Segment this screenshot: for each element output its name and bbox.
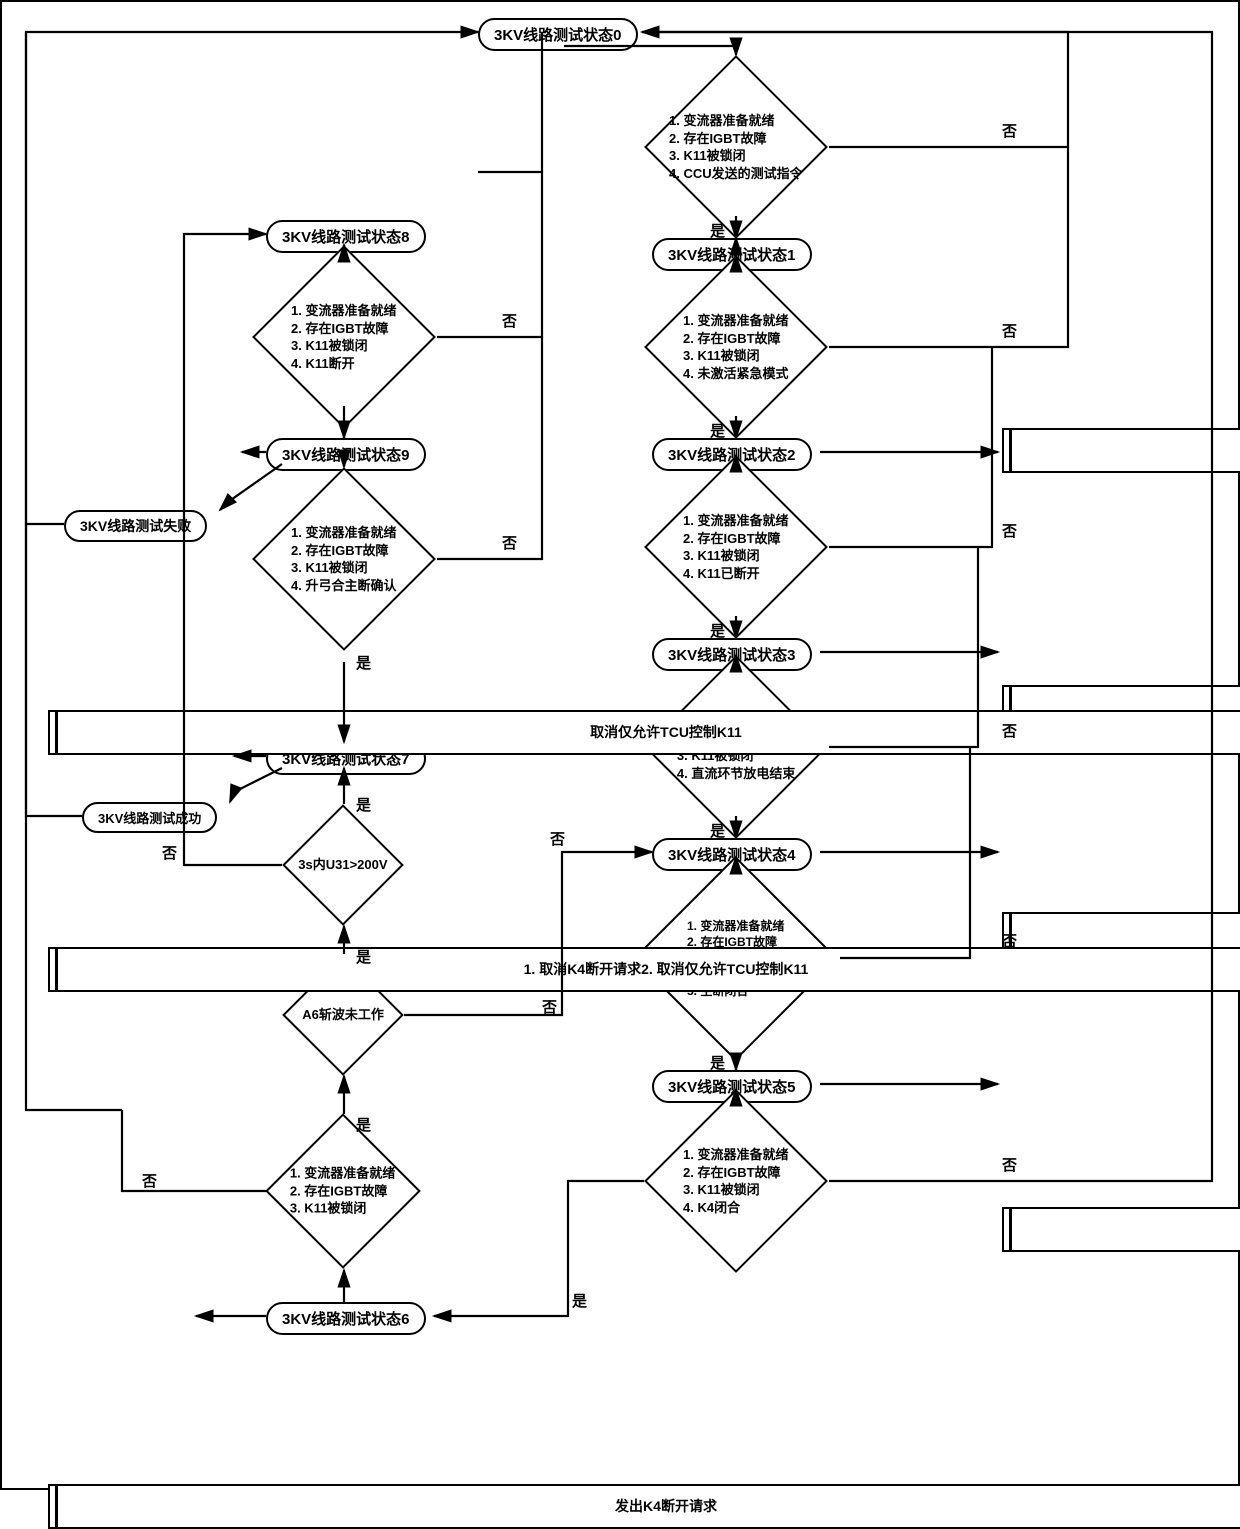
lbl-d5-no: 否 [1002, 930, 1017, 951]
d8-l1: 1. 变流器准备就绪 [291, 303, 396, 318]
lbl-d4-yes: 是 [710, 820, 725, 841]
d3-l4: 4. K11已断开 [683, 566, 760, 581]
d1-l2: 2. 存在IGBT故障 [669, 130, 767, 145]
lbl-d7-no: 否 [142, 1170, 157, 1191]
decision-d9: 1. 变流器准备就绪 2. 存在IGBT故障 3. K11被锁闭 4. 升弓合主… [252, 467, 436, 651]
a7-l3: K11 [783, 959, 808, 980]
lbl-d2-no: 否 [1002, 320, 1017, 341]
decision-d7: 1. 变流器准备就绪 2. 存在IGBT故障 3. K11被锁闭 [265, 1113, 421, 1269]
dA6-text: A6斩波未工作 [302, 1006, 384, 1024]
state-9: 3KV线路测试状态9 [266, 438, 426, 471]
d7-l1: 1. 变流器准备就绪 [290, 1166, 395, 1181]
a7-l1: 1. 取消K4断开请求 [524, 959, 641, 980]
d3-l3: 3. K11被锁闭 [683, 548, 760, 563]
lbl-d3-no: 否 [1002, 520, 1017, 541]
d6-l4: 4. K4闭合 [683, 1200, 740, 1215]
lbl-d5-entry-no: 否 [550, 828, 565, 849]
d7-l3: 3. K11被锁闭 [290, 1201, 367, 1216]
lbl-d6-yes: 是 [572, 1290, 587, 1311]
d8-l2: 2. 存在IGBT故障 [291, 320, 389, 335]
decision-d3: 1. 变流器准备就绪 2. 存在IGBT故障 3. K11被锁闭 4. K11已… [644, 455, 828, 639]
action-a7: 1. 取消K4断开请求 2. 取消仅允许TCU控制 K11 [48, 947, 1240, 992]
d1-l4: 4. CCU发送的测试指令 [669, 166, 803, 181]
lbl-d8-no: 否 [502, 310, 517, 331]
d1-l3: 3. K11被锁闭 [669, 148, 746, 163]
decision-d2: 1. 变流器准备就绪 2. 存在IGBT故障 3. K11被锁闭 4. 未激活紧… [644, 255, 828, 439]
decision-3s: 3s内U31>200V [282, 804, 404, 926]
d9-l1: 1. 变流器准备就绪 [291, 525, 396, 540]
action-a9: 取消仅允许TCU控制K11 [48, 710, 1240, 755]
d8-l3: 3. K11被锁闭 [291, 338, 368, 353]
decision-d6: 1. 变流器准备就绪 2. 存在IGBT故障 3. K11被锁闭 4. K4闭合 [644, 1089, 828, 1273]
d9-l4: 4. 升弓合主断确认 [291, 578, 396, 593]
state-0: 3KV线路测试状态0 [478, 18, 638, 51]
d1-l1: 1. 变流器准备就绪 [669, 113, 774, 128]
lbl-d2-yes: 是 [710, 420, 725, 441]
state-6: 3KV线路测试状态6 [266, 1302, 426, 1335]
action-a2: 1. 发出K4断开请求 2. 发出K11断开请求 [1002, 428, 1240, 473]
lbl-d7-yes: 是 [356, 1114, 371, 1135]
d9-l2: 2. 存在IGBT故障 [291, 542, 389, 557]
lbl-a6-no: 否 [542, 996, 557, 1017]
d8-l4: 4. K11断开 [291, 356, 355, 371]
lbl-d9-yes: 是 [356, 652, 371, 673]
action-a6: 发出K4断开请求 [48, 1484, 1240, 1529]
lbl-d1-yes: 是 [710, 220, 725, 241]
lbl-d3-yes: 是 [710, 620, 725, 641]
lbl-3s-no: 否 [162, 842, 177, 863]
d3-l1: 1. 变流器准备就绪 [683, 513, 788, 528]
d3s-text: 3s内U31>200V [298, 856, 387, 874]
d2-l1: 1. 变流器准备就绪 [683, 313, 788, 328]
d6-l3: 3. K11被锁闭 [683, 1182, 760, 1197]
lbl-d1-no: 否 [1002, 120, 1017, 141]
d2-l4: 4. 未激活紧急模式 [683, 366, 788, 381]
d3-l2: 2. 存在IGBT故障 [683, 530, 781, 545]
lbl-d5-yes: 是 [710, 1052, 725, 1073]
lbl-d4-no: 否 [1002, 720, 1017, 741]
lbl-a6-yes: 是 [356, 946, 371, 967]
d2-l2: 2. 存在IGBT故障 [683, 330, 781, 345]
state-fail: 3KV线路测试失败 [64, 510, 207, 542]
lbl-d9-no: 否 [502, 532, 517, 553]
lbl-3s-yes: 是 [356, 794, 371, 815]
decision-d1: 1. 变流器准备就绪 2. 存在IGBT故障 3. K11被锁闭 4. CCU发… [644, 55, 828, 239]
d4-l4: 4. 直流环节放电结束 [677, 766, 795, 781]
d6-l2: 2. 存在IGBT故障 [683, 1164, 781, 1179]
state-success: 3KV线路测试成功 [82, 802, 217, 833]
action-a5: 取消K4断开请求 [1002, 1207, 1240, 1252]
d9-l3: 3. K11被锁闭 [291, 560, 368, 575]
d7-l2: 2. 存在IGBT故障 [290, 1183, 388, 1198]
d6-l1: 1. 变流器准备就绪 [683, 1147, 788, 1162]
a7-l2: 2. 取消仅允许TCU控制 [641, 959, 783, 980]
decision-d8: 1. 变流器准备就绪 2. 存在IGBT故障 3. K11被锁闭 4. K11断… [252, 245, 436, 429]
lbl-d6-no: 否 [1002, 1154, 1017, 1175]
d5-l1: 1. 变流器准备就绪 [687, 919, 784, 933]
d2-l3: 3. K11被锁闭 [683, 348, 760, 363]
